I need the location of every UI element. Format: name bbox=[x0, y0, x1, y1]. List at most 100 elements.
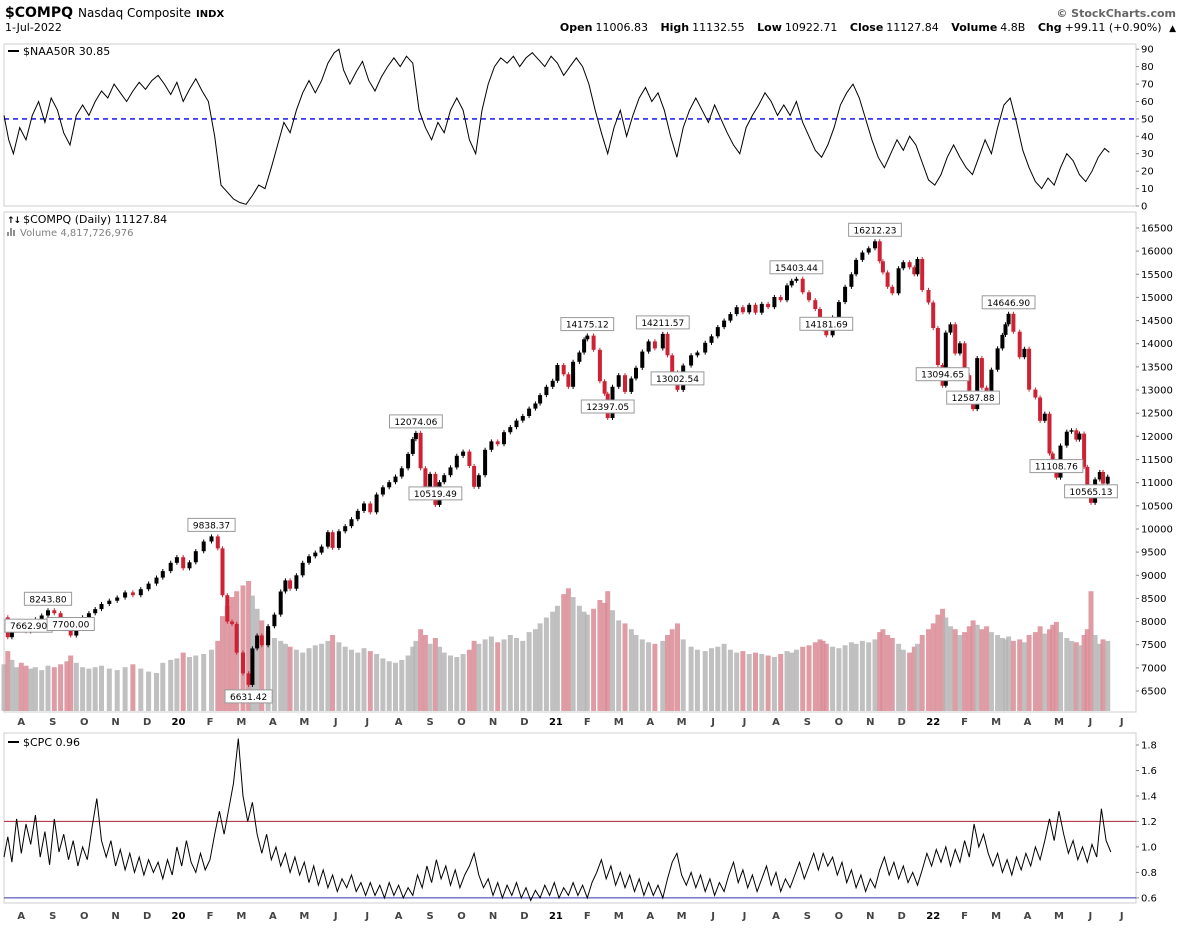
svg-text:M: M bbox=[1054, 911, 1064, 922]
svg-text:15500: 15500 bbox=[1141, 270, 1173, 281]
svg-text:S: S bbox=[49, 717, 56, 728]
svg-text:D: D bbox=[143, 717, 151, 728]
svg-text:M: M bbox=[236, 911, 246, 922]
svg-text:J: J bbox=[1119, 717, 1124, 728]
svg-text:J: J bbox=[710, 717, 715, 728]
volume-label-text: Volume 4,817,726,976 bbox=[20, 228, 134, 239]
svg-text:N: N bbox=[866, 717, 874, 728]
low-label: Low bbox=[757, 21, 782, 34]
chg-label: Chg bbox=[1037, 21, 1062, 34]
svg-text:14500: 14500 bbox=[1141, 316, 1173, 327]
svg-text:A: A bbox=[17, 717, 25, 728]
change-up-icon: ▲ bbox=[1169, 24, 1176, 34]
svg-text:J: J bbox=[1119, 911, 1124, 922]
svg-text:D: D bbox=[520, 717, 528, 728]
svg-text:S: S bbox=[804, 911, 811, 922]
svg-text:A: A bbox=[772, 911, 780, 922]
naa50r-legend: $NAA50R 30.85 bbox=[8, 45, 110, 58]
svg-text:F: F bbox=[961, 911, 968, 922]
svg-text:14646.90: 14646.90 bbox=[987, 299, 1030, 309]
svg-text:10565.13: 10565.13 bbox=[1070, 488, 1113, 498]
svg-text:7500: 7500 bbox=[1141, 640, 1166, 651]
svg-text:15403.44: 15403.44 bbox=[775, 264, 818, 274]
chg-value: +99.11 (+0.90%) bbox=[1064, 21, 1162, 34]
svg-text:M: M bbox=[299, 911, 309, 922]
svg-text:12397.05: 12397.05 bbox=[586, 403, 629, 413]
svg-text:A: A bbox=[269, 911, 277, 922]
svg-text:9000: 9000 bbox=[1141, 571, 1166, 582]
svg-text:14181.69: 14181.69 bbox=[805, 320, 848, 330]
svg-text:20: 20 bbox=[172, 911, 186, 922]
svg-text:S: S bbox=[426, 911, 433, 922]
svg-text:1.2: 1.2 bbox=[1141, 817, 1157, 828]
svg-text:M: M bbox=[1054, 717, 1064, 728]
svg-text:14000: 14000 bbox=[1141, 339, 1173, 350]
svg-text:40: 40 bbox=[1141, 132, 1154, 143]
svg-text:21: 21 bbox=[549, 717, 563, 728]
line-legend-icon bbox=[8, 741, 19, 743]
low-value: 10922.71 bbox=[784, 21, 838, 34]
svg-text:7700.00: 7700.00 bbox=[52, 621, 89, 631]
svg-text:S: S bbox=[49, 911, 56, 922]
copyright: © StockCharts.com bbox=[1056, 7, 1176, 20]
svg-text:10: 10 bbox=[1141, 184, 1154, 195]
svg-text:20: 20 bbox=[172, 717, 186, 728]
svg-text:F: F bbox=[584, 911, 591, 922]
svg-text:N: N bbox=[489, 911, 497, 922]
svg-text:80: 80 bbox=[1141, 62, 1154, 73]
candlestick-icon: ↑↓ bbox=[7, 216, 21, 226]
svg-text:13002.54: 13002.54 bbox=[656, 375, 699, 385]
svg-text:11108.76: 11108.76 bbox=[1035, 463, 1078, 473]
svg-text:O: O bbox=[835, 911, 844, 922]
svg-text:J: J bbox=[333, 911, 338, 922]
line-legend-icon bbox=[8, 50, 19, 52]
volume-value: 4.8B bbox=[1000, 21, 1026, 34]
naa50r-label-text: $NAA50R 30.85 bbox=[23, 45, 111, 58]
svg-text:21: 21 bbox=[549, 911, 563, 922]
svg-text:9500: 9500 bbox=[1141, 548, 1166, 559]
svg-text:F: F bbox=[961, 717, 968, 728]
svg-text:O: O bbox=[457, 717, 466, 728]
svg-text:O: O bbox=[80, 911, 89, 922]
symbol: $COMPQ bbox=[5, 5, 74, 21]
symbol-title-group: $COMPQ Nasdaq Composite INDX bbox=[5, 2, 224, 21]
svg-text:20: 20 bbox=[1141, 167, 1154, 178]
svg-text:13094.65: 13094.65 bbox=[921, 371, 964, 381]
svg-text:13000: 13000 bbox=[1141, 386, 1173, 397]
svg-text:M: M bbox=[991, 911, 1001, 922]
svg-text:N: N bbox=[866, 911, 874, 922]
volume-bars-icon bbox=[7, 228, 16, 239]
svg-text:A: A bbox=[772, 717, 780, 728]
svg-text:J: J bbox=[1088, 717, 1093, 728]
svg-text:M: M bbox=[677, 911, 687, 922]
svg-text:M: M bbox=[677, 717, 687, 728]
svg-text:M: M bbox=[299, 717, 309, 728]
symbol-name: Nasdaq Composite bbox=[78, 6, 192, 20]
svg-text:10000: 10000 bbox=[1141, 525, 1173, 536]
svg-text:M: M bbox=[614, 717, 624, 728]
svg-text:D: D bbox=[143, 911, 151, 922]
svg-text:O: O bbox=[835, 717, 844, 728]
svg-text:S: S bbox=[804, 717, 811, 728]
svg-text:70: 70 bbox=[1141, 80, 1154, 91]
svg-text:10519.49: 10519.49 bbox=[414, 490, 457, 500]
high-value: 11132.55 bbox=[692, 21, 745, 34]
svg-text:60: 60 bbox=[1141, 97, 1154, 108]
svg-text:N: N bbox=[111, 717, 119, 728]
compq-title-text: $COMPQ (Daily) 11127.84 bbox=[23, 213, 168, 226]
quote-row: 1-Jul-2022 Open 11006.83 High 11132.55 Low… bbox=[5, 21, 1176, 34]
svg-text:A: A bbox=[395, 911, 403, 922]
svg-text:J: J bbox=[742, 717, 747, 728]
svg-text:O: O bbox=[457, 911, 466, 922]
svg-text:A: A bbox=[269, 717, 277, 728]
open-value: 11006.83 bbox=[595, 21, 648, 34]
svg-text:15000: 15000 bbox=[1141, 293, 1173, 304]
svg-text:A: A bbox=[1024, 911, 1032, 922]
svg-text:A: A bbox=[1024, 717, 1032, 728]
svg-text:N: N bbox=[489, 717, 497, 728]
svg-text:8500: 8500 bbox=[1141, 594, 1166, 605]
svg-text:8243.80: 8243.80 bbox=[29, 595, 66, 605]
close-value: 11127.84 bbox=[886, 21, 939, 34]
svg-text:M: M bbox=[991, 717, 1001, 728]
svg-text:50: 50 bbox=[1141, 114, 1154, 125]
